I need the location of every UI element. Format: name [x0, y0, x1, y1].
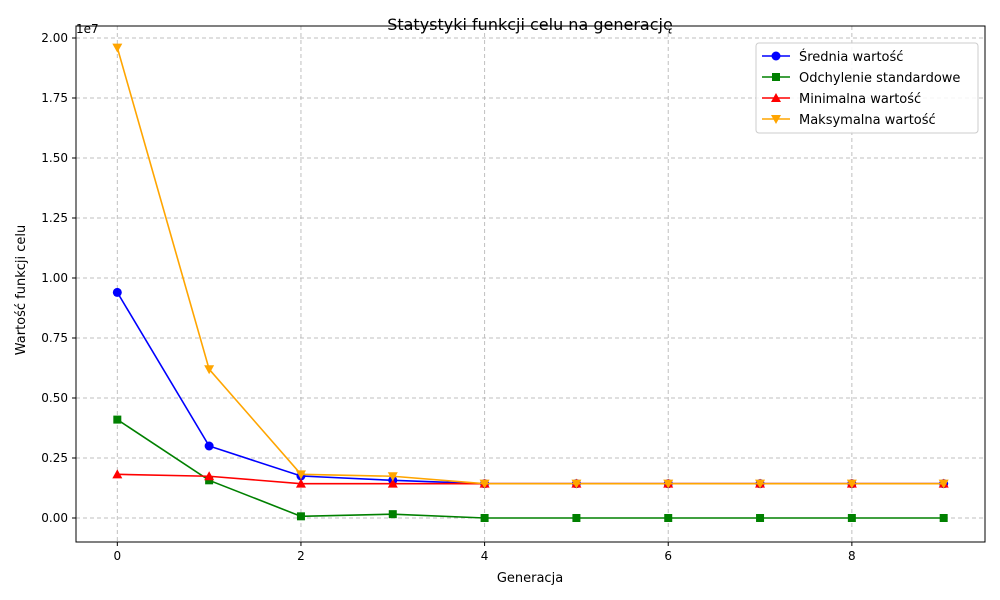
x-axis-label: Generacja — [497, 571, 563, 586]
data-point — [479, 479, 490, 489]
x-axis: 0 2 4 6 8 — [113, 542, 856, 563]
y-tick-label: 1.50 — [41, 151, 68, 165]
data-point — [663, 479, 674, 489]
legend-label: Minimalna wartość — [799, 92, 921, 107]
plot-frame — [75, 25, 986, 543]
legend-item: Maksymalna wartość — [762, 113, 936, 128]
y-multiplier-label: 1e7 — [76, 22, 99, 36]
x-tick-label: 4 — [481, 549, 489, 563]
data-point — [571, 479, 582, 489]
legend-item: Średnia wartość — [762, 49, 903, 65]
data-point — [295, 470, 306, 480]
series-2 — [112, 469, 949, 488]
legend-label: Maksymalna wartość — [799, 113, 936, 128]
data-point — [113, 415, 122, 424]
y-axis-label: Wartość funkcji celu — [14, 225, 29, 356]
legend-box — [755, 42, 979, 134]
legend-swatch-marker — [771, 115, 781, 124]
legend-swatch-marker — [771, 51, 781, 61]
data-point — [664, 514, 673, 522]
x-tick-label: 2 — [297, 549, 305, 563]
legend-label: Średnia wartość — [799, 49, 903, 65]
data-point — [204, 365, 215, 375]
data-point — [112, 287, 122, 297]
series-line — [116, 418, 944, 519]
data-point — [755, 479, 766, 489]
y-tick-label: 0.75 — [41, 331, 68, 345]
y-tick-label: 1.00 — [41, 271, 68, 285]
series-line — [117, 473, 944, 485]
legend-item: Minimalna wartość — [762, 92, 921, 107]
y-tick-label: 0.00 — [41, 511, 68, 525]
data-point — [480, 514, 489, 522]
data-point — [295, 478, 306, 488]
y-tick-label: 1.75 — [41, 91, 68, 105]
x-tick-label: 6 — [664, 549, 672, 563]
series-3 — [112, 43, 949, 489]
data-point — [204, 441, 214, 451]
series-layer — [112, 43, 949, 522]
series-line — [116, 291, 944, 485]
series-1 — [113, 415, 948, 522]
y-tick-label: 0.25 — [41, 451, 68, 465]
data-point — [205, 476, 214, 485]
data-point — [387, 472, 398, 482]
data-point — [204, 471, 215, 481]
series-line — [116, 47, 944, 485]
y-axis: 0.00 0.25 0.50 0.75 1.00 1.25 1.50 1.75 2.00 — [41, 31, 76, 525]
data-point — [847, 514, 856, 522]
data-point — [388, 510, 397, 519]
legend-swatch-marker — [771, 93, 781, 102]
data-point — [112, 43, 123, 53]
data-point — [756, 514, 765, 522]
legend-swatch-marker — [772, 73, 780, 81]
data-point — [846, 479, 857, 489]
y-tick-label: 0.50 — [41, 391, 68, 405]
data-point — [387, 478, 398, 488]
data-point — [938, 479, 949, 489]
data-point — [939, 514, 948, 522]
data-point — [296, 512, 305, 521]
legend: Średnia wartość Odchylenie standardowe Min… — [755, 42, 979, 134]
y-tick-label: 1.25 — [41, 211, 68, 225]
chart-title: Statystyki funkcji celu na generację — [387, 15, 673, 34]
x-tick-label: 8 — [848, 549, 856, 563]
x-tick-label: 0 — [113, 549, 121, 563]
legend-label: Odchylenie standardowe — [799, 71, 960, 86]
data-point — [112, 469, 123, 479]
y-tick-label: 2.00 — [41, 31, 68, 45]
legend-item: Odchylenie standardowe — [762, 71, 960, 86]
data-point — [572, 514, 581, 522]
